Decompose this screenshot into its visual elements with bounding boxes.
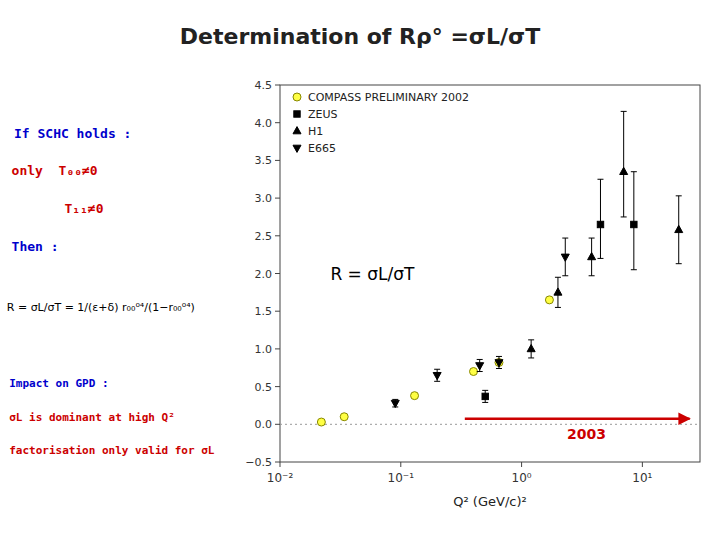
error-bar — [555, 277, 561, 307]
error-bar — [621, 111, 627, 217]
y-tick-label: 2.0 — [255, 268, 273, 281]
point — [495, 358, 503, 366]
point — [620, 167, 628, 174]
panel-text: R = σL/σT = 1/(ε+δ) r₀₀⁰⁴/(1−r₀₀⁰⁴) — [7, 301, 195, 314]
y-tick — [275, 273, 280, 274]
error-bar — [597, 179, 603, 258]
legend-entry: H1 — [308, 125, 323, 138]
error-bar — [528, 340, 534, 358]
x-tick-label: 10⁻¹ — [388, 471, 415, 485]
x-tick-label: 10⁰ — [512, 471, 532, 485]
y-tick — [275, 386, 280, 387]
error-bar — [477, 359, 483, 371]
point — [545, 296, 553, 304]
x-tick — [642, 462, 643, 467]
x-axis: 10⁻² 10⁻¹ 10⁰ 10¹ — [267, 462, 653, 485]
plot-area — [280, 111, 700, 426]
point — [554, 288, 562, 295]
legend-marker — [293, 145, 301, 152]
y-tick-label: 1.5 — [255, 305, 273, 318]
y-tick-label: 2.5 — [255, 230, 273, 243]
error-bar — [392, 399, 398, 407]
point — [482, 393, 488, 399]
point — [588, 253, 596, 260]
point — [597, 221, 603, 227]
annotation: R = σL/σT — [330, 264, 415, 284]
error-bar — [589, 238, 595, 276]
y-tick — [275, 311, 280, 312]
panel-text: Then : — [12, 239, 59, 254]
y-tick-label: 3.5 — [255, 154, 273, 167]
panel-text: If SCHC holds : — [14, 126, 131, 141]
y-tick — [275, 160, 280, 161]
point — [317, 418, 325, 426]
point — [495, 360, 503, 367]
x-tick-label: 10¹ — [632, 471, 652, 485]
error-bar — [562, 238, 568, 276]
point — [433, 372, 441, 379]
panel-text: only T₀₀≠0 — [12, 163, 98, 178]
legend-entry: E665 — [308, 142, 336, 155]
y-axis: −0.5 0.0 0.5 1.0 1.5 2.0 2.5 3.0 3.5 4.0 4.5 — [245, 79, 280, 469]
chart: Determination of Rρ° =σL/σT −0.5 0.0 0.5 1.0… — [0, 0, 720, 540]
panel-text: σL is dominant at high Q² — [9, 411, 175, 424]
y-tick — [275, 122, 280, 123]
annotation: 2003 — [567, 426, 606, 442]
reference-line — [280, 424, 700, 425]
error-bar — [482, 390, 488, 402]
y-tick — [275, 198, 280, 199]
legend-entry: COMPASS PRELIMINARY 2002 — [308, 91, 469, 104]
series — [527, 111, 683, 358]
y-tick — [275, 424, 280, 425]
error-bar — [676, 196, 682, 264]
point — [340, 413, 348, 421]
y-tick-label: 0.5 — [255, 381, 273, 394]
point — [675, 225, 683, 232]
series — [391, 238, 569, 408]
y-tick-label: 0.0 — [255, 418, 273, 431]
x-tick — [400, 462, 401, 467]
point — [411, 392, 419, 400]
series — [317, 296, 553, 426]
error-bar — [496, 356, 502, 368]
error-bar — [631, 172, 637, 270]
series — [482, 172, 637, 403]
legend: COMPASS PRELIMINARY 2002 ZEUS H1 E665 — [293, 91, 469, 155]
arrow — [465, 417, 690, 420]
x-tick — [521, 462, 522, 467]
y-tick — [275, 85, 280, 86]
panel-text: factorisation only valid for σL — [9, 444, 215, 457]
error-bar — [434, 369, 440, 381]
point — [391, 400, 399, 407]
y-tick-label: 4.0 — [255, 117, 273, 130]
legend-entry: ZEUS — [308, 108, 338, 121]
legend-marker — [294, 111, 300, 117]
point — [470, 368, 478, 376]
y-tick — [275, 348, 280, 349]
y-tick — [275, 462, 280, 463]
plot-frame — [280, 85, 700, 462]
y-tick-label: 4.5 — [255, 79, 273, 92]
legend-marker — [293, 127, 301, 134]
y-tick-label: −0.5 — [245, 456, 272, 469]
y-tick-label: 3.0 — [255, 192, 273, 205]
x-tick — [280, 462, 281, 467]
x-axis-label: Q² (GeV/c)² — [453, 494, 526, 509]
legend-marker — [293, 93, 301, 101]
x-tick-label: 10⁻² — [267, 471, 294, 485]
panel-text: T₁₁≠0 — [64, 201, 103, 216]
y-tick-label: 1.0 — [255, 343, 273, 356]
point — [476, 363, 484, 370]
point — [527, 345, 535, 352]
point — [561, 254, 569, 261]
title: Determination of Rρ° =σL/σT — [180, 24, 540, 49]
point — [631, 221, 637, 227]
panel-text: Impact on GPD : — [9, 377, 108, 390]
y-tick — [275, 235, 280, 236]
